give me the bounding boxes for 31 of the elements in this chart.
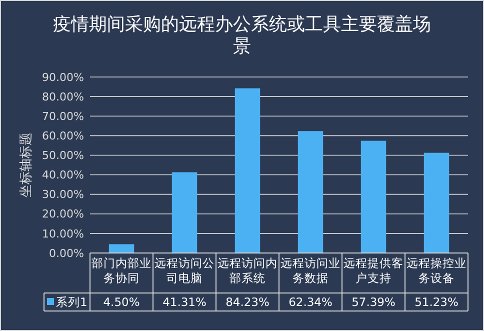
x-tick-label: 远程访问公司电脑 <box>154 256 214 285</box>
legend-label: 系列1 <box>56 295 88 309</box>
x-tick-label: 远程提供客户支持 <box>344 256 404 285</box>
bar <box>108 244 134 253</box>
data-label: 4.50% <box>103 295 140 309</box>
data-label: 51.23% <box>414 295 458 309</box>
x-tick-label: 远程操控业务设备 <box>406 256 466 285</box>
data-label: 57.39% <box>352 295 396 309</box>
y-axis-title: 坐标轴标题 <box>19 132 34 198</box>
y-tick-label: 60.00% <box>42 130 84 143</box>
bar <box>424 152 450 253</box>
y-tick-label: 30.00% <box>42 188 84 202</box>
y-tick-label: 40.00% <box>42 168 84 182</box>
bar <box>234 88 260 253</box>
x-tick-label: 远程访问内部系统 <box>218 256 278 285</box>
data-label: 62.34% <box>288 295 332 309</box>
bar <box>298 131 324 253</box>
bar <box>172 172 198 253</box>
x-tick-label: 部门内部业务协同 <box>92 256 152 285</box>
y-tick-label: 80.00% <box>42 90 84 104</box>
chart-title: 疫情期间采购的远程办公系统或工具主要覆盖场景 <box>53 14 431 57</box>
y-tick-label: 70.00% <box>42 110 84 123</box>
x-tick-label: 远程访问业务数据 <box>280 256 340 285</box>
data-label: 84.23% <box>226 295 270 309</box>
y-tick-label: 90.00% <box>42 70 84 84</box>
y-tick-label: 50.00% <box>42 149 84 162</box>
bar <box>360 140 386 253</box>
data-label: 41.31% <box>162 295 206 309</box>
y-tick-label: 20.00% <box>42 208 84 221</box>
y-tick-label: 10.00% <box>42 227 84 240</box>
y-tick-label: 0.00% <box>49 246 84 260</box>
